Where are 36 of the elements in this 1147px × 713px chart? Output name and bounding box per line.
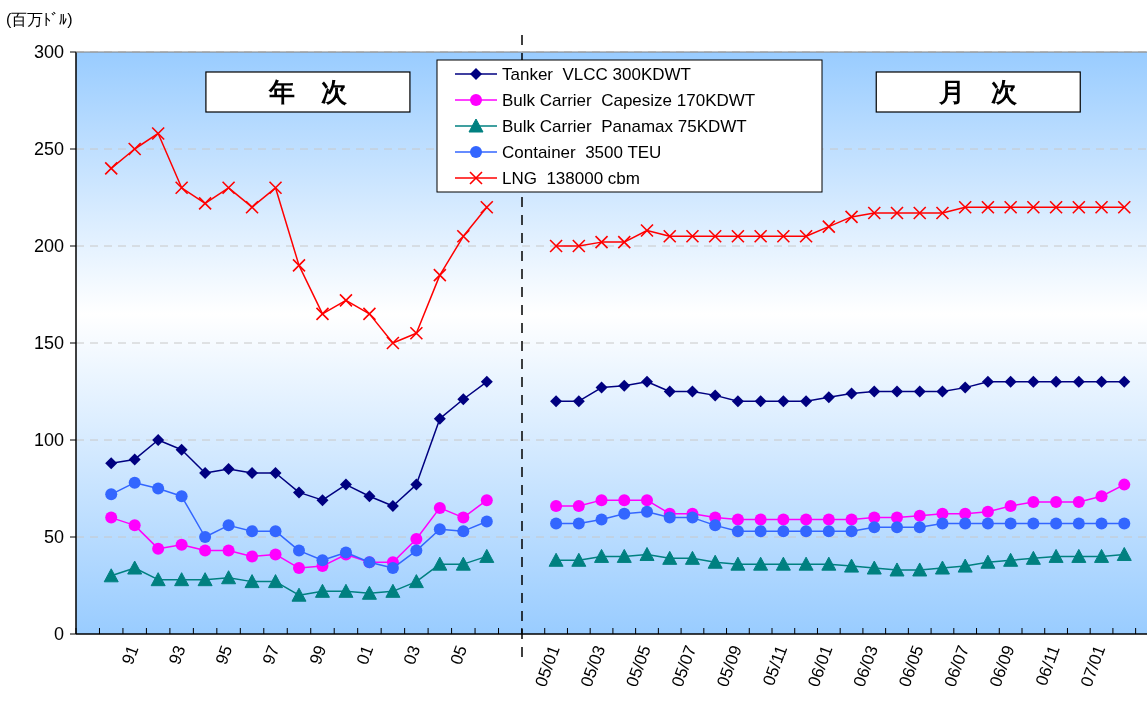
x-tick-label: 05/05 (622, 642, 655, 690)
annotation: 年 次 (267, 77, 348, 107)
x-tick-label: 05/11 (759, 642, 792, 689)
legend-label: Tanker VLCC 300KDWT (502, 65, 691, 84)
x-tick-label: 05/03 (576, 642, 610, 690)
x-tick-label: 05/09 (713, 642, 746, 690)
y-tick-label: 250 (33, 139, 64, 159)
legend-label: Container 3500 TEU (502, 143, 662, 162)
x-tick-label: 06/07 (940, 642, 973, 690)
x-tick-label: 01 (352, 642, 378, 668)
y-tick-label: 200 (33, 236, 64, 256)
legend-label: Bulk Carrier Panamax 75KDWT (502, 117, 747, 136)
x-tick-label: 05 (446, 642, 472, 668)
y-axis-title: (百万ﾄﾞﾙ) (6, 11, 73, 28)
x-tick-label: 05/07 (667, 642, 701, 690)
x-tick-label: 91 (118, 642, 143, 668)
legend-label: Bulk Carrier Capesize 170KDWT (502, 91, 756, 110)
y-tick-label: 50 (43, 527, 64, 547)
x-tick-label: 03 (399, 642, 425, 668)
x-tick-label: 06/03 (849, 642, 883, 690)
y-tick-label: 150 (33, 333, 64, 353)
x-tick-label: 06/09 (985, 642, 1019, 690)
legend-label: LNG 138000 cbm (502, 169, 640, 188)
x-tick-label: 06/05 (895, 642, 928, 690)
x-tick-label: 06/01 (804, 642, 837, 690)
y-tick-label: 100 (33, 430, 64, 450)
x-tick-label: 93 (165, 642, 190, 668)
y-tick-label: 0 (53, 624, 64, 644)
x-tick-label: 05/01 (531, 642, 564, 690)
x-tick-label: 97 (258, 642, 284, 668)
annotation: 月 次 (938, 77, 1019, 107)
x-tick-label: 99 (305, 642, 331, 668)
x-tick-label: 07/01 (1076, 642, 1110, 690)
x-tick-label: 06/11 (1031, 642, 1064, 689)
x-tick-label: 95 (212, 642, 237, 668)
y-tick-label: 300 (33, 42, 64, 62)
